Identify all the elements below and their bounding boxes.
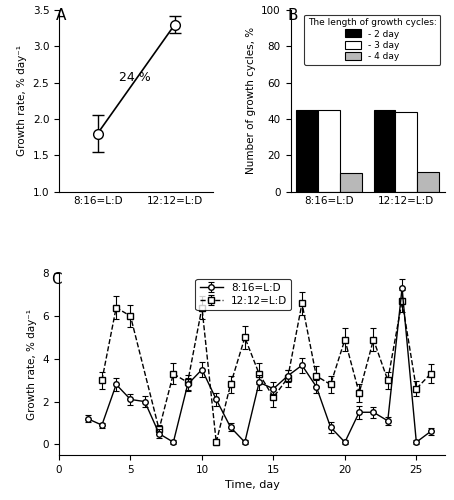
Bar [318,110,340,192]
Bar [340,174,362,192]
Y-axis label: Number of growth cycles, %: Number of growth cycles, % [246,28,256,174]
Text: B: B [287,8,298,23]
Text: A: A [56,8,66,23]
Legend: 8:16=L:D, 12:12=L:D: 8:16=L:D, 12:12=L:D [195,278,291,310]
Bar [395,112,417,192]
Text: 24 %: 24 % [119,71,151,84]
Bar [417,172,439,192]
Text: C: C [51,272,62,286]
Bar [374,110,395,192]
Y-axis label: Growth rate, % day⁻¹: Growth rate, % day⁻¹ [17,46,27,156]
Legend: - 2 day, - 3 day, - 4 day: - 2 day, - 3 day, - 4 day [305,14,440,65]
X-axis label: Time, day: Time, day [225,480,279,490]
Y-axis label: Growth rate, % day⁻¹: Growth rate, % day⁻¹ [27,308,37,420]
Bar [296,110,318,192]
